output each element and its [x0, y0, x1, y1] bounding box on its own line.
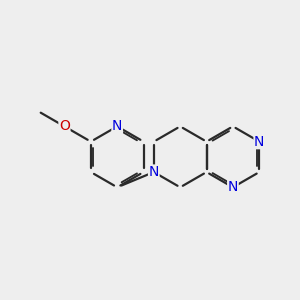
- Text: N: N: [228, 180, 238, 194]
- Text: O: O: [59, 119, 70, 134]
- Text: N: N: [148, 165, 159, 179]
- Text: N: N: [112, 119, 122, 134]
- Text: N: N: [254, 135, 265, 148]
